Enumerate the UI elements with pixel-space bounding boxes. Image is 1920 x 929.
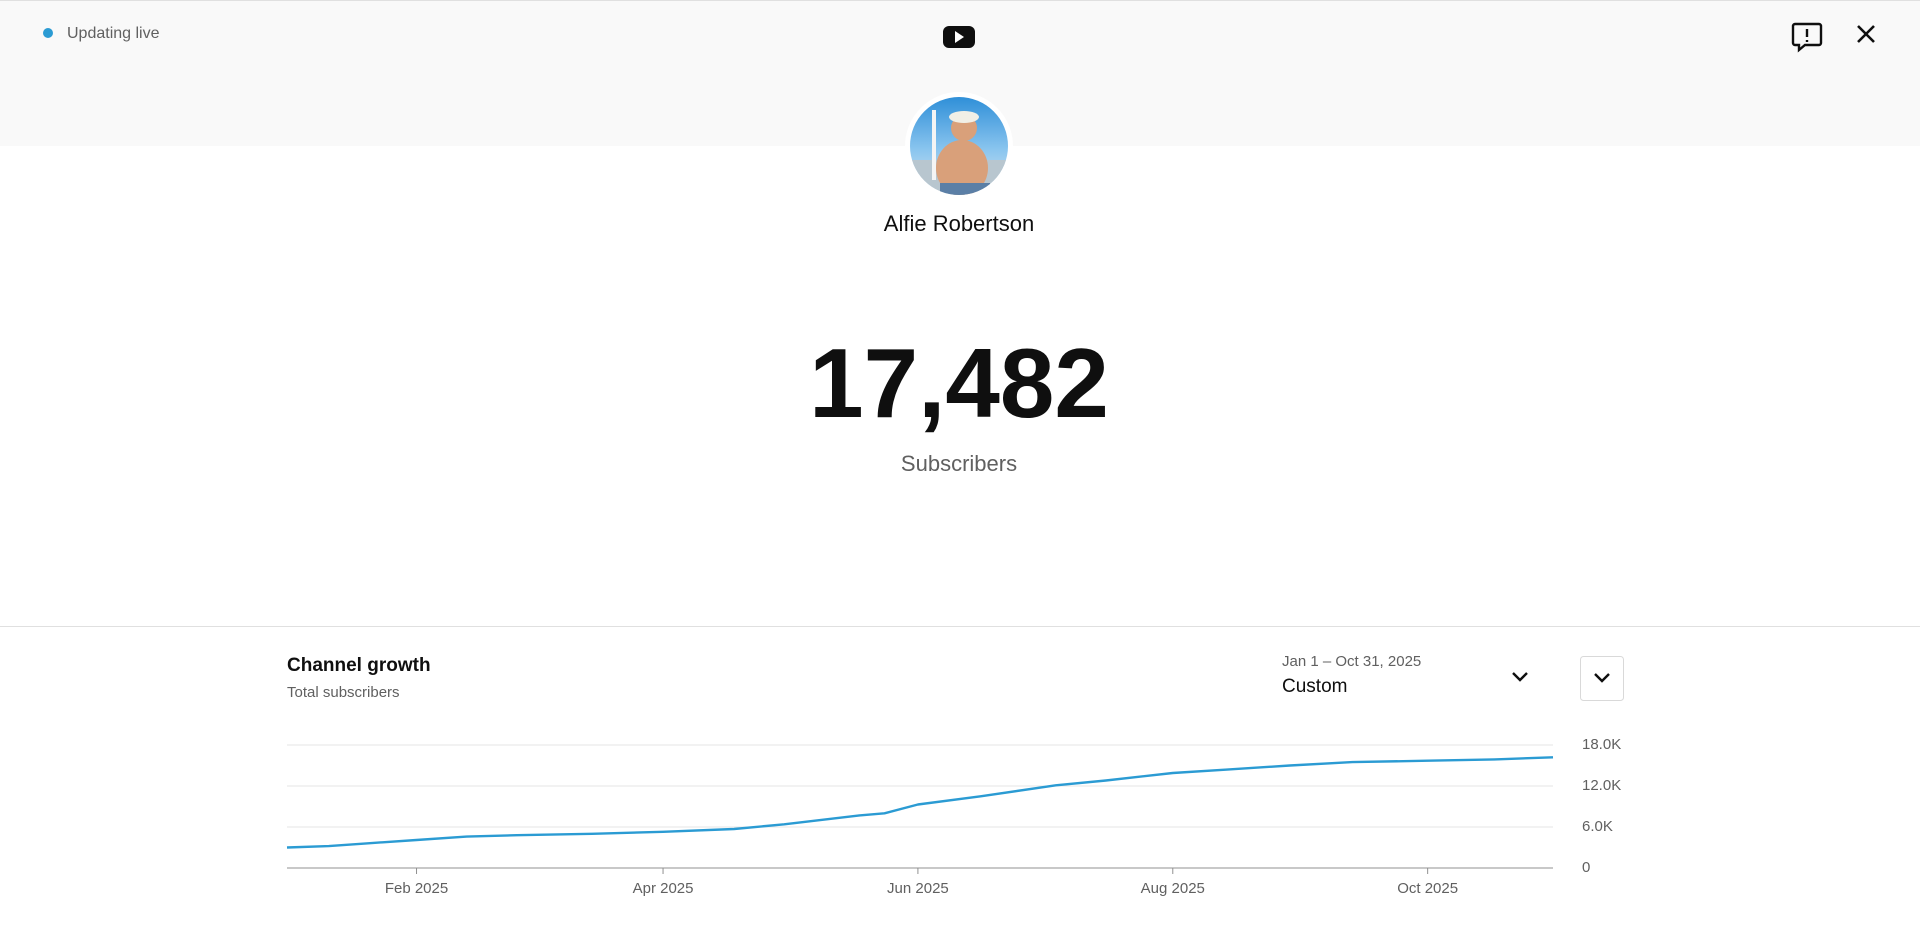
- channel-name: Alfie Robertson: [884, 211, 1034, 236]
- expand-button[interactable]: [1580, 656, 1624, 701]
- chart: 0 6.0K 12.0K 18.0K Feb 2025 Apr 2025 Jun 2025 A…: [286, 736, 1621, 897]
- subscriber-count: 17,482: [809, 328, 1109, 438]
- date-range: Jan 1 – Oct 31, 2025: [1282, 653, 1421, 670]
- x-tick-label: Feb 2025: [385, 880, 448, 897]
- close-button[interactable]: [1857, 25, 1875, 43]
- date-range-picker[interactable]: Jan 1 – Oct 31, 2025 Custom: [1282, 653, 1528, 697]
- subscriber-line: [286, 756, 1554, 849]
- y-tick-label: 18.0K: [1582, 736, 1621, 753]
- avatar: [905, 92, 1013, 200]
- y-tick-label: 12.0K: [1582, 777, 1621, 794]
- chart-title: Channel growth: [287, 655, 431, 676]
- period-label: Custom: [1282, 676, 1347, 697]
- y-tick-label: 6.0K: [1582, 818, 1613, 835]
- chart-subtitle: Total subscribers: [287, 684, 400, 701]
- x-tick-label: Jun 2025: [887, 880, 949, 897]
- x-tick-label: Oct 2025: [1397, 880, 1458, 897]
- y-tick-label: 0: [1582, 859, 1590, 876]
- feedback-button[interactable]: [1791, 22, 1823, 53]
- x-tick-label: Aug 2025: [1141, 880, 1205, 897]
- live-status: Updating live: [67, 25, 160, 42]
- x-tick-label: Apr 2025: [633, 880, 694, 897]
- youtube-logo: [943, 26, 975, 48]
- live-dot: [43, 28, 53, 38]
- dropdown-chevron: [1512, 672, 1528, 682]
- subscriber-label: Subscribers: [901, 451, 1017, 476]
